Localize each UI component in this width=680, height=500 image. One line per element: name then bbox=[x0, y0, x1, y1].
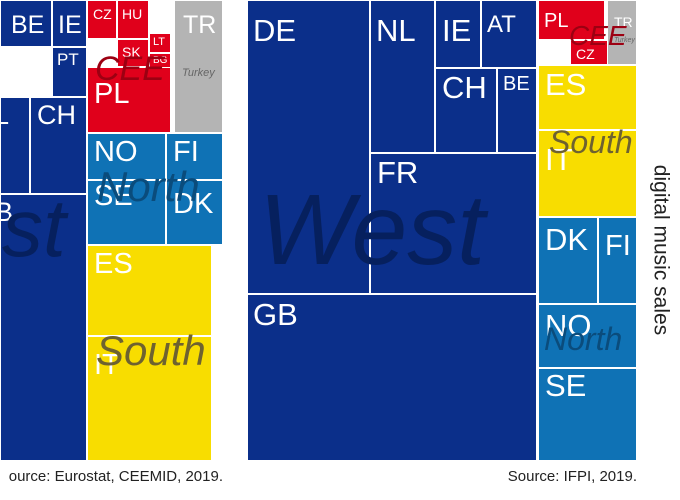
tile-pt: PT bbox=[52, 47, 87, 97]
tile-label: L bbox=[1, 102, 9, 129]
tile-label: DK bbox=[545, 222, 589, 257]
tile-label: ES bbox=[94, 248, 133, 280]
tile-l: L bbox=[0, 97, 30, 194]
tile-label: IT bbox=[545, 142, 573, 177]
tile-label: TR bbox=[183, 11, 217, 39]
tile-no: NO bbox=[87, 133, 166, 180]
tile-no: NO bbox=[538, 304, 637, 368]
tile-label: CZ bbox=[93, 6, 112, 22]
tile-label: CZ bbox=[576, 46, 595, 62]
tile-sublabel: Turkey bbox=[614, 37, 635, 44]
tile-ch: CH bbox=[30, 97, 87, 194]
tile-pl: PL bbox=[538, 0, 605, 40]
tile-label: PT bbox=[57, 50, 79, 69]
tile-label: NL bbox=[376, 13, 416, 48]
tile-label: SK bbox=[122, 44, 141, 60]
tile-label: SE bbox=[545, 368, 587, 403]
tile-es: ES bbox=[538, 65, 637, 130]
tile-label: PL bbox=[94, 78, 130, 110]
tile-pl: PL bbox=[87, 67, 171, 133]
tile-label: BE bbox=[503, 73, 530, 95]
tile-label: DE bbox=[253, 13, 297, 48]
tile-tr: TR Turkey bbox=[174, 0, 223, 133]
tile-label: NO bbox=[545, 308, 592, 343]
tile-dk: DK bbox=[166, 180, 223, 245]
tile-it: IT bbox=[538, 130, 637, 217]
tile-cz: CZ bbox=[570, 40, 612, 65]
tile-dk: DK bbox=[538, 217, 598, 304]
tile-label: BE bbox=[11, 11, 45, 39]
tile-label: B bbox=[1, 199, 13, 226]
source-note-right: Source: IFPI, 2019. bbox=[507, 468, 637, 485]
tile-label: DK bbox=[173, 188, 214, 220]
tile-nl: NL bbox=[370, 0, 435, 153]
tile-label: AT bbox=[487, 11, 516, 38]
tile-tr: TR Turkey bbox=[607, 0, 637, 65]
tile-es: ES bbox=[87, 245, 212, 336]
tile-label: NO bbox=[94, 136, 138, 168]
tile-b: B bbox=[0, 194, 87, 461]
tile-at: AT bbox=[481, 0, 537, 68]
tile-label: ES bbox=[545, 67, 587, 102]
tile-fi: FI bbox=[598, 217, 637, 304]
tile-label: IE bbox=[442, 13, 472, 48]
tile-label: FI bbox=[605, 230, 631, 262]
tile-it: IT bbox=[87, 336, 212, 461]
tile-label: HU bbox=[122, 6, 143, 22]
tile-label: BG bbox=[153, 55, 168, 66]
tile-gb: GB bbox=[247, 294, 537, 461]
tile-be: BE bbox=[497, 68, 537, 153]
side-axis-label: digital music sales bbox=[649, 164, 673, 336]
tile-be: BE bbox=[0, 0, 52, 47]
tile-sk: SK bbox=[117, 39, 149, 67]
tile-label: CH bbox=[442, 70, 487, 105]
tile-ie: IE bbox=[52, 0, 87, 47]
tile-label: CH bbox=[37, 100, 76, 130]
tile-se: SE bbox=[87, 180, 166, 245]
tile-label: IT bbox=[94, 349, 120, 381]
tile-sublabel: Turkey bbox=[182, 67, 215, 79]
treemap-right: DE NL IE AT CH BE FR GB PL CZ TR Turkey ES IT DK FI NO SE… bbox=[247, 0, 637, 461]
tile-label: IE bbox=[58, 11, 82, 39]
tile-ie: IE bbox=[435, 0, 481, 68]
source-note-left: ource: Eurostat, CEEMID, 2019. bbox=[8, 468, 223, 485]
tile-lt: LT bbox=[149, 33, 171, 53]
tile-label: FI bbox=[173, 136, 199, 168]
tile-se: SE bbox=[538, 368, 637, 461]
tile-label: GB bbox=[253, 297, 298, 332]
tile-ch: CH bbox=[435, 68, 497, 153]
tile-de: DE bbox=[247, 0, 370, 294]
tile-label: FR bbox=[377, 155, 419, 190]
treemap-left: BE IE PT CH L B CZ HU SK LT BG PL TR Turkey NO FI SE DK ES… bbox=[0, 0, 223, 461]
tile-hu: HU bbox=[117, 0, 149, 39]
tile-label: SE bbox=[94, 180, 133, 212]
tile-cz: CZ bbox=[87, 0, 117, 39]
tile-label: TR bbox=[614, 14, 633, 30]
tile-fi: FI bbox=[166, 133, 223, 180]
tile-fr: FR bbox=[370, 153, 537, 294]
tile-label: LT bbox=[153, 36, 166, 48]
tile-label: PL bbox=[544, 10, 569, 32]
